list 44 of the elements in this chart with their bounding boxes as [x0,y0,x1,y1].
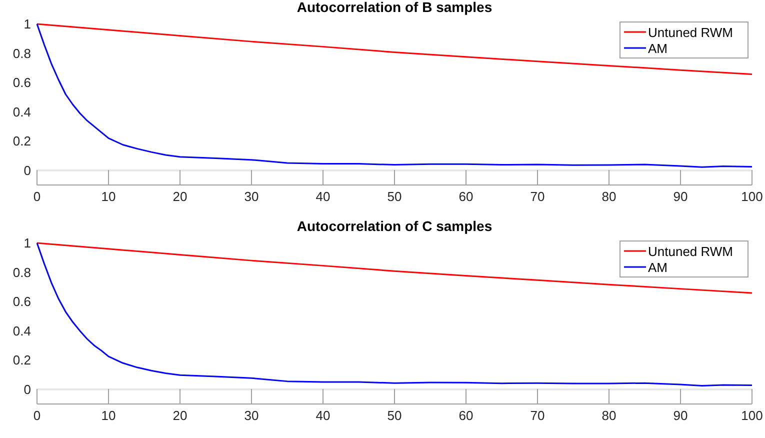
x-tick-label: 60 [458,408,474,423]
x-tick-label: 0 [33,189,41,204]
x-tick-label: 0 [33,408,41,423]
line-series [36,242,753,386]
y-tick-label: 1 [24,236,31,250]
y-tick-label: 0.4 [12,104,31,120]
x-tick-label: 80 [602,189,616,204]
y-tick-label: 0.2 [12,134,31,149]
x-tick-label: 50 [387,408,402,423]
legend-label: AM [648,260,668,275]
x-tick-label: 80 [602,408,616,423]
x-tick-label: 40 [316,408,330,423]
chart-title: Autocorrelation of C samples [296,218,492,234]
line-series [36,23,753,75]
x-tick-label: 10 [101,408,116,423]
x-tick-label: 40 [316,189,330,204]
line-series [36,23,753,168]
y-tick-label: 0.4 [12,323,31,338]
x-tick-label: 70 [530,408,545,423]
x-tick-label: 90 [673,408,688,423]
y-tick-label: 0.8 [12,46,31,61]
y-tick-label: 0.8 [12,264,31,280]
y-tick-label: 0.2 [12,352,31,368]
x-tick-label: 30 [244,408,259,423]
y-tick-label: 1 [24,16,31,32]
y-tick-label: 0 [24,382,31,397]
x-tick-label: 100 [741,189,763,204]
x-tick-label: 100 [741,408,763,423]
legend-label: Untuned RWM [648,244,734,259]
x-tick-label: 60 [458,189,474,204]
line-series [36,242,753,294]
y-tick-label: 0 [24,162,31,178]
x-tick-label: 10 [101,189,116,204]
x-tick-label: 50 [387,189,402,204]
x-tick-label: 90 [673,189,688,204]
y-tick-label: 0.6 [12,294,31,310]
x-tick-label: 70 [530,189,545,204]
x-tick-label: 30 [244,189,259,204]
chart-title: Autocorrelation of B samples [296,0,492,15]
legend-label: Untuned RWM [648,25,734,40]
legend-label: AM [648,41,668,56]
x-tick-label: 20 [172,189,188,204]
y-tick-label: 0.6 [12,75,31,90]
x-tick-label: 20 [172,408,188,423]
